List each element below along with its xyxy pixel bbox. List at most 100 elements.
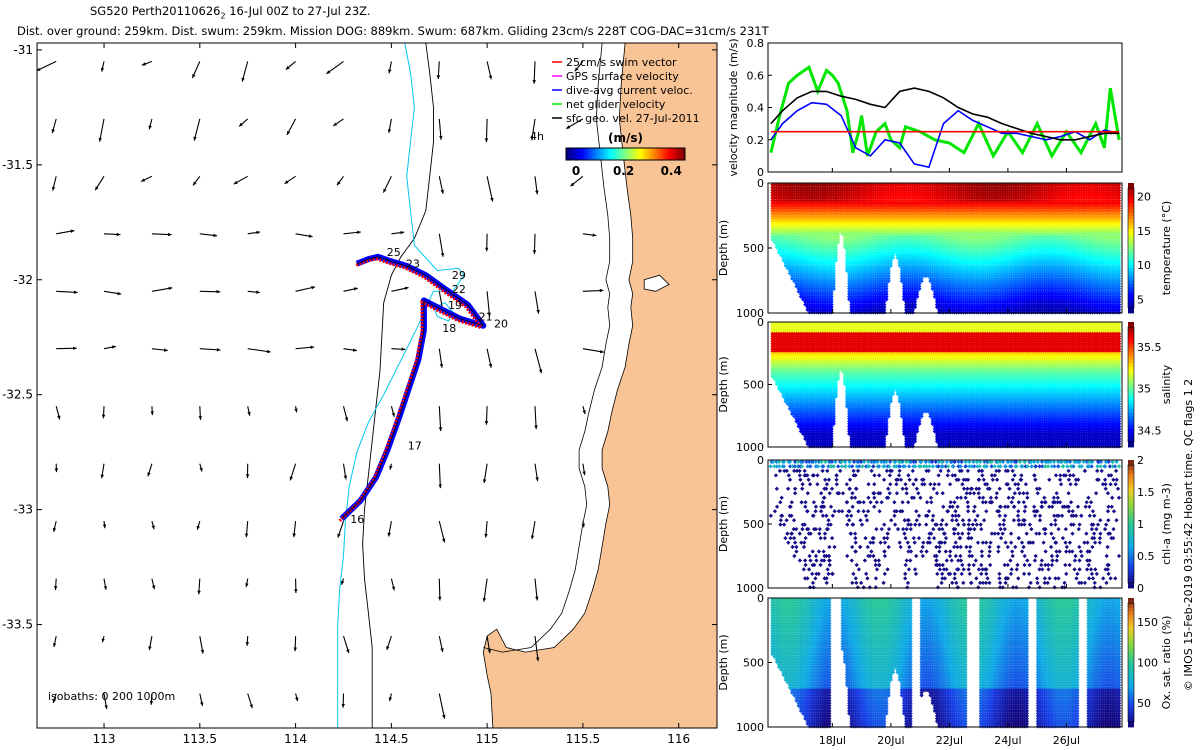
geo-arrow bbox=[197, 578, 201, 595]
section-point bbox=[770, 232, 775, 237]
section-point bbox=[785, 245, 790, 250]
section-point bbox=[785, 211, 790, 216]
section-point bbox=[781, 185, 786, 190]
glider-track-line bbox=[341, 256, 485, 520]
map-xtick-label: 113.5 bbox=[183, 732, 217, 746]
geo-arrow bbox=[486, 636, 491, 654]
geo-arrow bbox=[486, 291, 491, 317]
section-point bbox=[779, 201, 784, 206]
geo-arrow bbox=[245, 578, 249, 588]
geo-arrow bbox=[247, 693, 253, 709]
geo-arrow bbox=[340, 578, 345, 585]
section-point bbox=[770, 227, 775, 232]
geo-arrow bbox=[284, 175, 296, 185]
colorbar-cell bbox=[595, 148, 599, 160]
track-day-label: 22 bbox=[452, 283, 466, 296]
colorbar-cell bbox=[597, 148, 601, 160]
section-point bbox=[772, 203, 777, 208]
section-point bbox=[774, 219, 779, 224]
section-point bbox=[787, 185, 793, 190]
geo-arrow bbox=[484, 118, 489, 143]
section-point bbox=[781, 206, 786, 211]
map-ytick-label: -31.5 bbox=[2, 158, 33, 172]
section-point bbox=[772, 224, 777, 229]
section-point bbox=[776, 201, 782, 206]
colorbar-cell bbox=[675, 148, 678, 160]
section-point bbox=[787, 193, 793, 198]
section-point bbox=[779, 232, 784, 237]
colorbar-cell bbox=[665, 148, 668, 160]
section-point bbox=[781, 224, 786, 229]
colorbar-cell bbox=[599, 148, 603, 160]
velocity-ytick-label: 0.8 bbox=[747, 37, 765, 50]
colorbar-cell bbox=[617, 148, 620, 160]
velocity-series-1 bbox=[770, 101, 1120, 169]
section-point bbox=[772, 201, 777, 206]
section-point bbox=[776, 227, 782, 232]
geo-arrow bbox=[343, 348, 357, 352]
geo-arrow bbox=[245, 636, 250, 646]
section-point bbox=[770, 198, 775, 203]
section-point bbox=[781, 227, 786, 232]
colorbar-cell bbox=[631, 148, 634, 160]
section-point bbox=[774, 229, 779, 234]
track-day-label: 17 bbox=[408, 439, 422, 452]
section-point bbox=[776, 216, 782, 221]
geo-arrow bbox=[199, 463, 203, 472]
geo-arrow bbox=[387, 118, 392, 134]
section-point bbox=[776, 214, 782, 219]
geo-arrow bbox=[390, 406, 395, 417]
section-point bbox=[776, 195, 782, 201]
colorbar-cell bbox=[623, 148, 626, 160]
section-point bbox=[772, 195, 777, 201]
geo-arrow bbox=[382, 176, 392, 193]
colorbar-cell bbox=[663, 148, 666, 160]
section-point bbox=[781, 190, 786, 195]
geo-arrow bbox=[191, 61, 201, 79]
geo-arrow bbox=[289, 463, 297, 481]
geo-arrow bbox=[103, 578, 108, 590]
section-point bbox=[785, 247, 790, 253]
section-point bbox=[774, 221, 779, 227]
geo-arrow bbox=[390, 578, 396, 591]
colorbar-cell bbox=[671, 148, 674, 160]
geo-arrow bbox=[326, 60, 344, 75]
section-point bbox=[787, 208, 793, 214]
section-point bbox=[787, 260, 793, 266]
section-point bbox=[776, 234, 782, 240]
colorbar-cell bbox=[581, 148, 585, 160]
velocity-series-0 bbox=[769, 64, 1121, 160]
geo-arrow bbox=[582, 406, 586, 415]
section-point bbox=[776, 224, 782, 229]
colorbar-cell bbox=[613, 148, 616, 160]
section-point bbox=[781, 229, 786, 234]
section-point bbox=[785, 206, 790, 211]
geo-arrow bbox=[295, 233, 313, 238]
geo-arrow bbox=[53, 578, 58, 590]
colorbar-cell bbox=[681, 148, 684, 160]
colorbar-cell bbox=[585, 148, 589, 160]
geo-arrow bbox=[438, 520, 446, 543]
section-point bbox=[770, 182, 775, 188]
velocity-ytick-label: 0.2 bbox=[747, 134, 765, 147]
section-point bbox=[774, 206, 779, 211]
section-point bbox=[772, 190, 777, 195]
section-point bbox=[774, 182, 779, 188]
geo-arrow bbox=[103, 693, 108, 710]
section-point bbox=[779, 247, 784, 253]
section-point bbox=[785, 188, 790, 193]
colorbar-cell bbox=[609, 148, 613, 160]
map-xtick-label: 114.5 bbox=[374, 732, 408, 746]
section-point bbox=[772, 232, 777, 237]
section-point bbox=[774, 188, 779, 193]
section-point bbox=[785, 208, 790, 214]
map-xtick-label: 113 bbox=[93, 732, 116, 746]
section-point bbox=[785, 258, 790, 263]
geo-arrow bbox=[295, 693, 299, 702]
geo-arrow bbox=[438, 176, 444, 194]
section-point bbox=[785, 263, 790, 268]
section-point bbox=[787, 214, 793, 219]
section-point bbox=[787, 219, 793, 224]
section-point bbox=[774, 240, 779, 245]
track-day-label: 25 bbox=[387, 246, 401, 259]
